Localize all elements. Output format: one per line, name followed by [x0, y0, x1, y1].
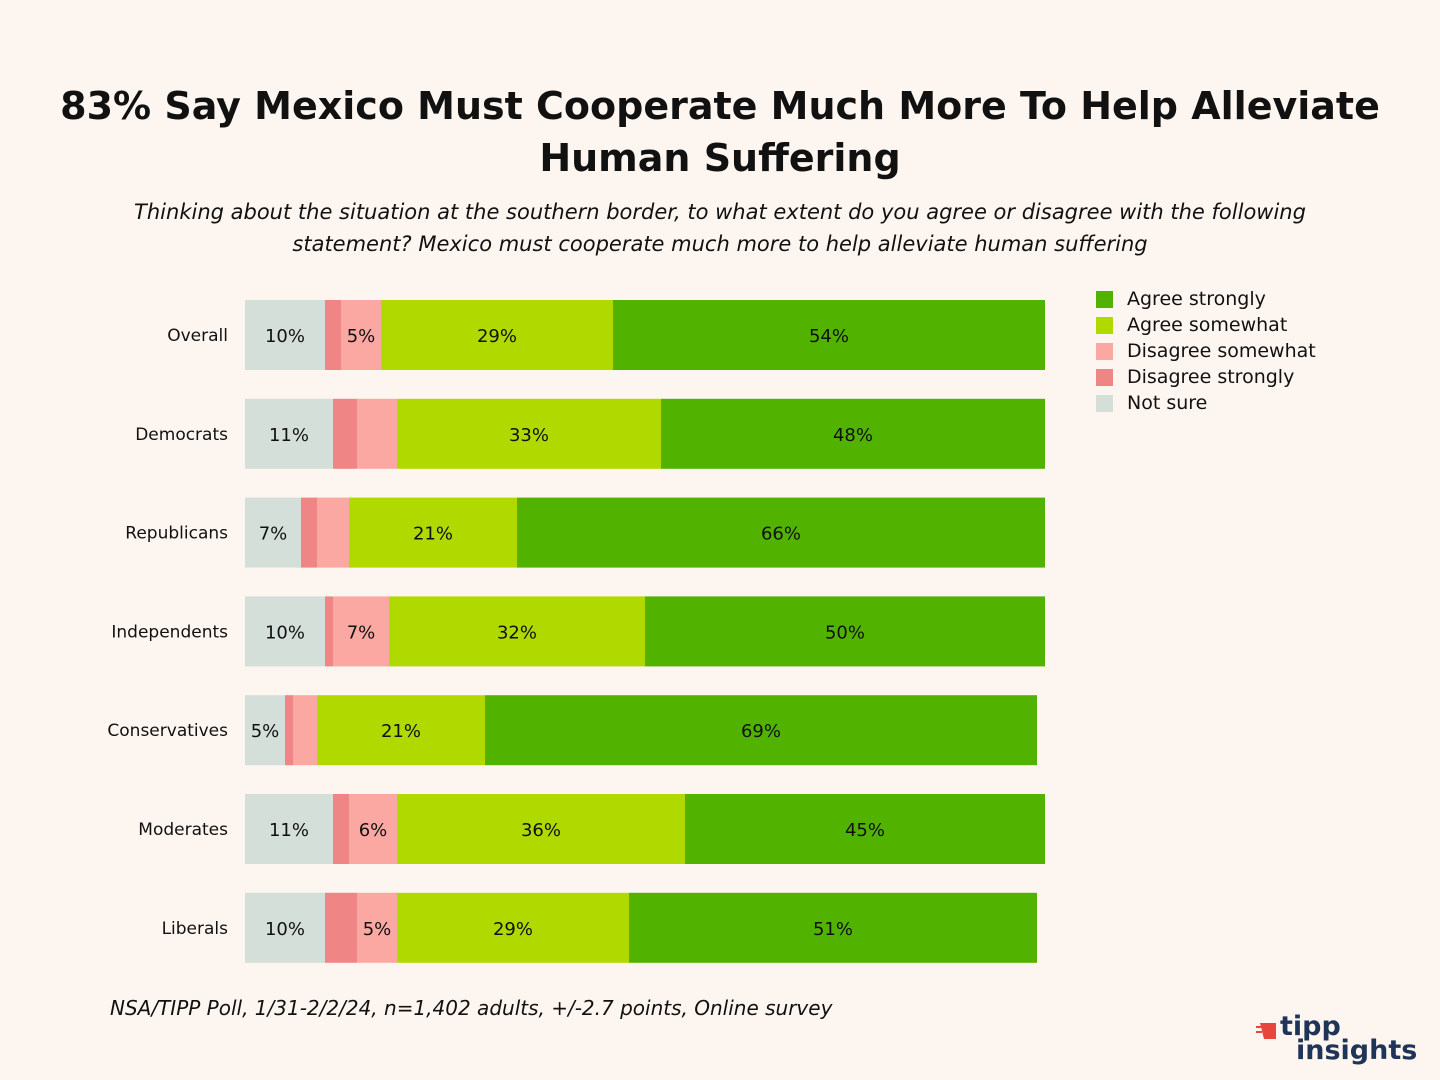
row-label-liberals: Liberals [162, 919, 229, 939]
data-label-independents-agree-strongly: 50% [825, 622, 865, 643]
legend-label: Not sure [1127, 392, 1208, 414]
data-label-independents-disagree-somewhat: 7% [347, 622, 376, 643]
bar-moderates-disagree-strongly [333, 794, 349, 864]
logo-text-top: tipp [1280, 1011, 1341, 1042]
legend-item-not-sure: Not sure [1096, 390, 1316, 416]
bar-liberals-disagree-somewhat [357, 892, 397, 963]
data-label-republicans-not-sure: 7% [259, 524, 288, 545]
logo-mark-icon [1256, 1023, 1276, 1039]
bar-democrats-agree-somewhat [397, 398, 661, 469]
data-label-conservatives-agree-strongly: 69% [741, 721, 781, 742]
data-label-overall-agree-somewhat: 29% [477, 326, 517, 347]
row-label-independents: Independents [111, 622, 228, 642]
bar-conservatives-disagree-strongly [285, 695, 293, 766]
tipp-insights-logo: tipp insights [1256, 1011, 1417, 1070]
row-label-overall: Overall [167, 326, 228, 346]
bar-overall-agree-strongly [613, 300, 1045, 370]
row-label-republicans: Republicans [125, 524, 228, 544]
chart-subtitle: Thinking about the situation at the sout… [134, 200, 1306, 256]
legend-item-agree-strongly: Agree strongly [1096, 286, 1316, 312]
bar-independents-agree-somewhat [389, 596, 645, 667]
legend-item-agree-somewhat: Agree somewhat [1096, 312, 1316, 338]
legend-swatch [1096, 316, 1113, 334]
bar-moderates-agree-strongly [685, 794, 1045, 864]
bar-republicans-not-sure [245, 497, 301, 568]
data-label-conservatives-agree-somewhat: 21% [381, 721, 421, 742]
data-label-republicans-agree-strongly: 66% [761, 524, 801, 545]
bar-republicans-disagree-strongly [301, 497, 317, 568]
data-label-liberals-not-sure: 10% [265, 919, 305, 940]
data-label-overall-disagree-somewhat: 5% [347, 326, 376, 347]
bar-conservatives-agree-somewhat [317, 695, 485, 766]
bar-conservatives-not-sure [245, 695, 285, 766]
data-label-conservatives-not-sure: 5% [251, 721, 280, 742]
bar-overall-disagree-somewhat [341, 300, 381, 370]
data-label-independents-not-sure: 10% [265, 622, 305, 643]
bar-democrats-disagree-somewhat [357, 398, 397, 469]
bar-independents-disagree-somewhat [333, 596, 389, 667]
bar-democrats-disagree-strongly [333, 398, 357, 469]
legend-swatch [1096, 368, 1113, 386]
bar-liberals-not-sure [245, 892, 325, 963]
legend-label: Disagree strongly [1127, 366, 1295, 388]
legend-swatch [1096, 394, 1113, 412]
legend-swatch [1096, 290, 1113, 308]
data-label-democrats-not-sure: 11% [269, 425, 309, 446]
data-label-democrats-agree-somewhat: 33% [509, 425, 549, 446]
bar-moderates-not-sure [245, 794, 333, 864]
stacked-bar-chart: Overall 10% 5% 29% 54% Democrats 11% 33% 48% Repu… [107, 300, 1045, 963]
logo-text-bottom: insights [1296, 1035, 1418, 1066]
legend-item-disagree-somewhat: Disagree somewhat [1096, 338, 1316, 364]
bar-liberals-agree-somewhat [397, 892, 629, 963]
chart-title: 83% Say Mexico Must Cooperate Much More … [60, 84, 1380, 180]
row-label-democrats: Democrats [135, 425, 228, 445]
bar-independents-agree-strongly [645, 596, 1045, 667]
bar-independents-disagree-strongly [325, 596, 333, 667]
row-label-moderates: Moderates [138, 820, 228, 840]
data-label-overall-agree-strongly: 54% [809, 326, 849, 347]
bar-democrats-not-sure [245, 398, 333, 469]
row-label-conservatives: Conservatives [107, 721, 228, 741]
bar-republicans-disagree-somewhat [317, 497, 349, 568]
bar-republicans-agree-somewhat [349, 497, 517, 568]
data-label-liberals-agree-somewhat: 29% [493, 919, 533, 940]
bar-conservatives-disagree-somewhat [293, 695, 317, 766]
legend-label: Agree strongly [1127, 288, 1266, 310]
bar-moderates-disagree-somewhat [349, 794, 397, 864]
data-label-moderates-disagree-somewhat: 6% [359, 820, 388, 841]
bar-liberals-disagree-strongly [325, 892, 357, 963]
data-label-liberals-disagree-somewhat: 5% [363, 919, 392, 940]
data-label-overall-not-sure: 10% [265, 326, 305, 347]
data-label-moderates-agree-strongly: 45% [845, 820, 885, 841]
data-label-liberals-agree-strongly: 51% [813, 919, 853, 940]
bar-moderates-agree-somewhat [397, 794, 685, 864]
data-label-independents-agree-somewhat: 32% [497, 622, 537, 643]
source-note: NSA/TIPP Poll, 1/31-2/2/24, n=1,402 adul… [110, 996, 833, 1020]
legend-label: Agree somewhat [1127, 314, 1288, 336]
legend-swatch [1096, 342, 1113, 360]
chart-legend: Agree strongly Agree somewhat Disagree som… [1096, 286, 1316, 416]
bar-liberals-agree-strongly [629, 892, 1037, 963]
bar-overall-disagree-strongly [325, 300, 341, 370]
bar-overall-agree-somewhat [381, 300, 613, 370]
data-label-democrats-agree-strongly: 48% [833, 425, 873, 446]
data-label-republicans-agree-somewhat: 21% [413, 524, 453, 545]
data-label-moderates-agree-somewhat: 36% [521, 820, 561, 841]
bar-overall-not-sure [245, 300, 325, 370]
bar-independents-not-sure [245, 596, 325, 667]
legend-label: Disagree somewhat [1127, 340, 1316, 362]
data-label-moderates-not-sure: 11% [269, 820, 309, 841]
bar-conservatives-agree-strongly [485, 695, 1037, 766]
bar-democrats-agree-strongly [661, 398, 1045, 469]
legend-item-disagree-strongly: Disagree strongly [1096, 364, 1316, 390]
bar-republicans-agree-strongly [517, 497, 1045, 568]
